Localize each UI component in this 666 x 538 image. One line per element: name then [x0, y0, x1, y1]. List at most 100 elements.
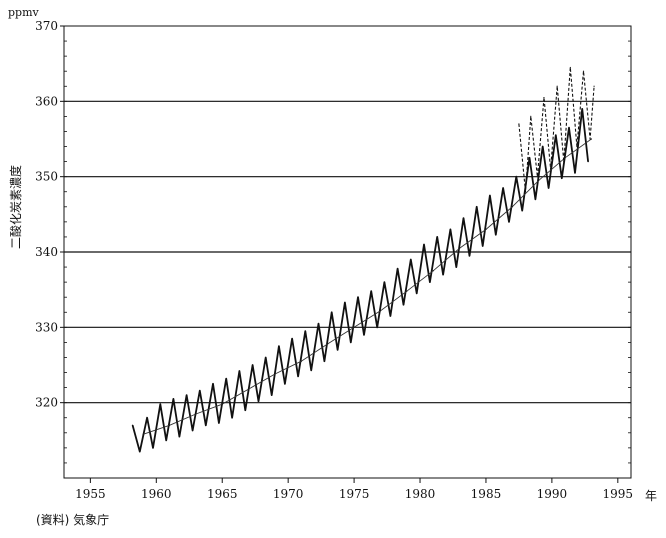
data-point-dashed	[543, 96, 545, 99]
data-point-thin	[564, 157, 566, 159]
y-tick-label-340: 340	[35, 245, 58, 259]
y-tick-label-370: 370	[35, 19, 58, 33]
data-point-solid	[231, 417, 233, 419]
data-point-solid	[199, 390, 201, 392]
data-point-solid	[547, 187, 550, 189]
x-tick-label-1970: 1970	[273, 487, 304, 501]
data-point-thin	[406, 290, 408, 292]
x-tick-label-1975: 1975	[339, 487, 370, 501]
data-point-dashed	[518, 123, 520, 125]
data-point-solid	[416, 292, 418, 295]
data-point-dashed	[563, 161, 565, 163]
series-line-solid	[131, 108, 589, 453]
data-point-solid	[186, 394, 188, 396]
data-point-solid	[455, 266, 457, 268]
data-point-solid	[489, 194, 491, 197]
data-point-solid	[350, 341, 352, 343]
data-point-solid	[165, 439, 167, 441]
data-point-dashed	[556, 85, 558, 87]
data-point-solid	[191, 429, 194, 432]
data-point-solid	[508, 221, 510, 223]
data-point-solid	[271, 394, 273, 396]
data-point-solid	[291, 338, 293, 340]
data-point-solid	[310, 369, 312, 371]
data-point-dashed	[524, 191, 527, 193]
data-point-solid	[212, 383, 214, 385]
y-axis-unit: ppmv	[8, 6, 40, 19]
x-tick-label-1960: 1960	[141, 487, 172, 501]
data-point-solid	[159, 403, 161, 405]
data-point-thin	[458, 247, 461, 249]
data-point-solid	[297, 375, 299, 377]
data-point-solid	[429, 281, 431, 283]
data-point-solid	[225, 377, 227, 380]
x-tick-label-1990: 1990	[537, 487, 568, 501]
gridlines	[64, 100, 631, 404]
data-point-dashed	[576, 145, 578, 148]
y-tick-label-330: 330	[35, 320, 58, 334]
data-point-solid	[344, 301, 346, 304]
data-point-solid	[397, 267, 399, 270]
data-point-solid	[370, 290, 372, 292]
data-point-solid	[139, 451, 141, 453]
data-point-solid	[462, 217, 465, 219]
data-point-solid	[515, 176, 517, 178]
data-point-solid	[146, 417, 148, 419]
data-point-solid	[561, 177, 563, 179]
data-point-solid	[410, 258, 412, 261]
data-point-dashed	[530, 115, 532, 117]
data-point-solid	[337, 349, 339, 351]
data-point-thin	[300, 360, 302, 362]
y-axis-title: 二酸化炭素濃度	[8, 165, 23, 249]
data-point-solid	[238, 370, 240, 372]
data-point-thin	[353, 326, 355, 328]
data-point-thin	[274, 373, 276, 375]
series-line-thin	[142, 138, 592, 435]
x-axis-ticks: 1955 1960 1965 1970 1975 1980 1985 1990 1995	[75, 478, 633, 501]
data-point-thin	[379, 310, 382, 312]
data-point-solid	[265, 356, 267, 359]
y-tick-label-350: 350	[35, 170, 58, 184]
data-point-thin	[538, 179, 540, 182]
data-point-thin	[327, 343, 329, 345]
data-point-thin	[485, 228, 487, 230]
data-point-solid	[423, 243, 425, 246]
data-point-solid	[178, 435, 180, 438]
data-point-thin	[142, 433, 144, 435]
data-point-solid	[357, 296, 359, 298]
data-point-dashed	[593, 85, 595, 87]
y-axis-ticks: 320 330 340 350 360 370	[35, 19, 631, 479]
data-point-solid	[323, 360, 326, 362]
data-point-thin	[221, 403, 223, 405]
data-point-solid	[257, 400, 260, 402]
series-line-dashed	[518, 67, 595, 192]
data-point-solid	[304, 330, 306, 332]
x-tick-label-1955: 1955	[75, 487, 106, 501]
data-point-dashed	[589, 138, 591, 140]
data-point-solid	[317, 322, 320, 325]
data-point-solid	[468, 255, 471, 257]
data-point-thin	[168, 424, 171, 426]
data-point-solid	[383, 281, 386, 283]
data-point-solid	[442, 274, 444, 276]
y-tick-label-360: 360	[35, 94, 58, 108]
data-point-solid	[534, 198, 537, 200]
data-point-solid	[251, 364, 254, 366]
data-point-dashed	[582, 70, 585, 72]
data-point-solid	[376, 326, 378, 328]
data-point-dashed	[569, 66, 571, 69]
series-layer	[131, 66, 595, 453]
data-point-thin	[590, 138, 593, 140]
data-point-solid	[449, 228, 451, 230]
data-point-solid	[476, 206, 478, 208]
data-point-solid	[482, 245, 484, 247]
data-point-solid	[389, 315, 391, 317]
x-tick-label-1985: 1985	[471, 487, 502, 501]
data-point-solid	[244, 409, 246, 411]
data-point-dashed	[549, 168, 552, 170]
data-point-solid	[555, 134, 557, 136]
data-point-solid	[568, 127, 570, 129]
data-point-solid	[172, 398, 175, 400]
data-point-solid	[205, 424, 207, 426]
